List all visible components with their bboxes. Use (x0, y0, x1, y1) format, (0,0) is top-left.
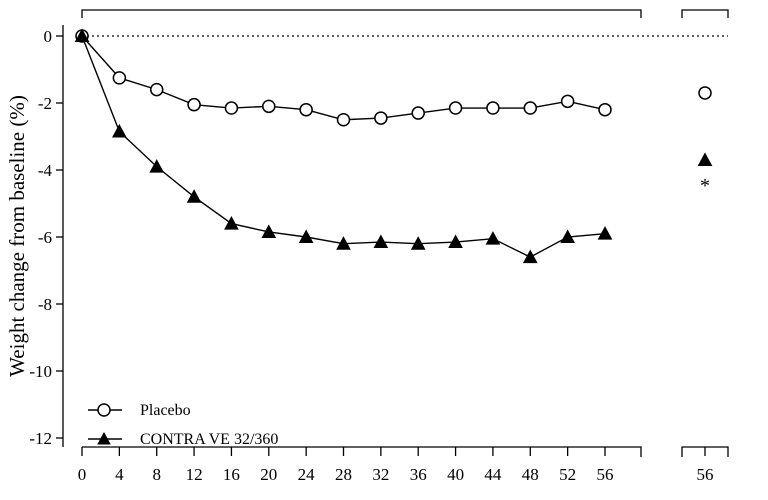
x-tick-label: 32 (372, 465, 389, 484)
contrave-point (560, 229, 575, 243)
contrave-point (336, 236, 351, 250)
legend-contrave-marker (97, 431, 111, 445)
placebo-point (224, 101, 239, 115)
significance-star: * (700, 175, 710, 197)
placebo-point (486, 101, 500, 115)
placebo-endpoint-point (698, 86, 712, 100)
y-tick-label: 0 (44, 27, 53, 46)
placebo-point (598, 102, 612, 117)
y-axis-ticks: 0 -2 -4 -6 -8 -10 -12 (29, 27, 63, 448)
x-tick-label: 52 (559, 465, 576, 484)
main-period-bracket (81, 9, 642, 18)
placebo-point (336, 113, 351, 127)
x-tick-label: 36 (410, 465, 427, 484)
placebo-point (411, 106, 425, 120)
placebo-point (374, 111, 388, 125)
y-tick-label: -8 (38, 295, 52, 314)
x-tick-label: 48 (522, 465, 539, 484)
x-tick-label: 56 (597, 465, 614, 484)
y-tick-label: -6 (38, 228, 52, 247)
contrave-endpoint-point (697, 152, 713, 166)
x-tick-label: 20 (260, 465, 277, 484)
x-tick-label-endpoint: 56 (697, 465, 714, 484)
legend: Placebo CONTRA VE 32/360 (88, 402, 278, 448)
contrave-point (410, 236, 426, 250)
placebo-point (262, 99, 276, 114)
x-axis-ticks: 0 4 8 12 16 20 24 28 32 36 40 44 48 52 56 56 (78, 447, 714, 484)
contrave-point (112, 123, 127, 138)
contrave-point (186, 189, 202, 203)
contrave-point (298, 229, 314, 243)
y-tick-label: -4 (38, 161, 53, 180)
contrave-point (448, 234, 463, 249)
x-tick-label: 8 (152, 465, 161, 484)
legend-placebo-label: Placebo (140, 402, 191, 419)
x-tick-label: 4 (115, 465, 124, 484)
contrave-point (149, 159, 165, 173)
placebo-point (448, 101, 463, 115)
placebo-point (299, 102, 313, 117)
contrave-point (485, 231, 501, 245)
y-axis-title: Weight change from baseline (%) (5, 95, 29, 377)
y-tick-label: -10 (29, 362, 52, 381)
series-layer: * (74, 28, 713, 264)
placebo-point (112, 71, 127, 85)
placebo-point (560, 94, 575, 109)
x-tick-label: 24 (298, 465, 316, 484)
x-tick-label: 16 (223, 465, 240, 484)
legend-item-placebo: Placebo (88, 402, 191, 419)
legend-contrave-label: CONTRA VE 32/360 (140, 431, 278, 448)
legend-item-contrave: CONTRA VE 32/360 (88, 431, 278, 448)
endpoint-bracket (681, 9, 729, 18)
x-tick-label: 0 (78, 465, 87, 484)
y-tick-label: -2 (38, 94, 52, 113)
x-tick-label: 40 (447, 465, 464, 484)
contrave-point (522, 249, 538, 264)
placebo-point (149, 82, 164, 97)
x-tick-label: 12 (186, 465, 203, 484)
contrave-point (373, 234, 389, 249)
contrave-point (224, 216, 239, 230)
contrave-point (597, 226, 613, 240)
placebo-point (523, 101, 538, 115)
contrave-point (261, 224, 277, 238)
x-tick-label: 44 (484, 465, 502, 484)
contrave-series-line (81, 35, 606, 258)
y-tick-label: -12 (29, 429, 52, 448)
x-tick-label: 28 (335, 465, 352, 484)
contrave-point (74, 28, 90, 42)
legend-placebo-marker (97, 403, 111, 417)
x-axis (82, 446, 642, 457)
placebo-point (187, 97, 201, 112)
